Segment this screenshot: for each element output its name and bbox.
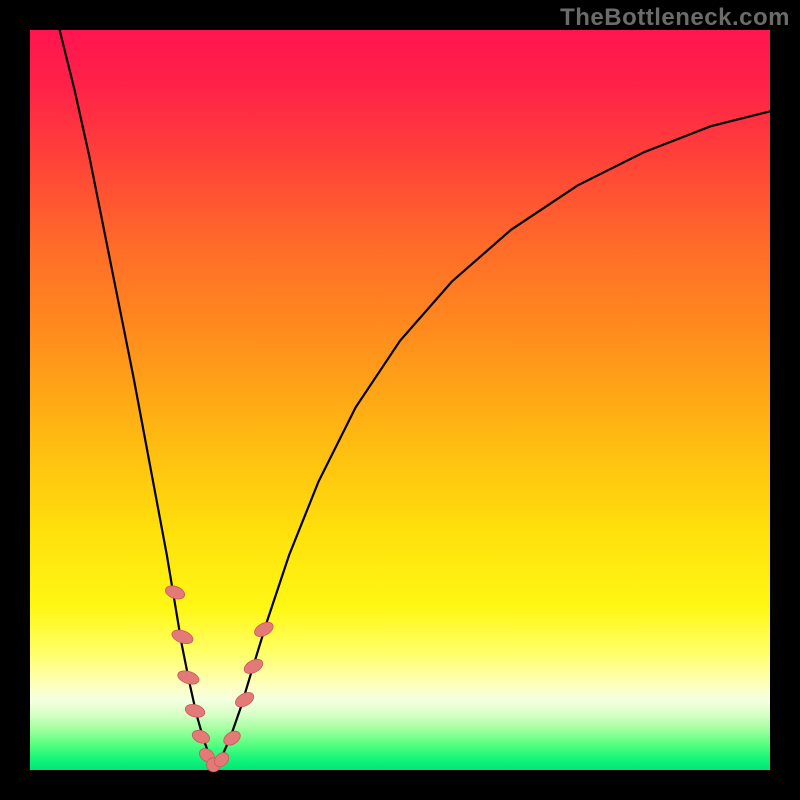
plot-area [30,30,770,770]
bottleneck-chart [0,0,800,800]
watermark-text: TheBottleneck.com [560,4,790,32]
